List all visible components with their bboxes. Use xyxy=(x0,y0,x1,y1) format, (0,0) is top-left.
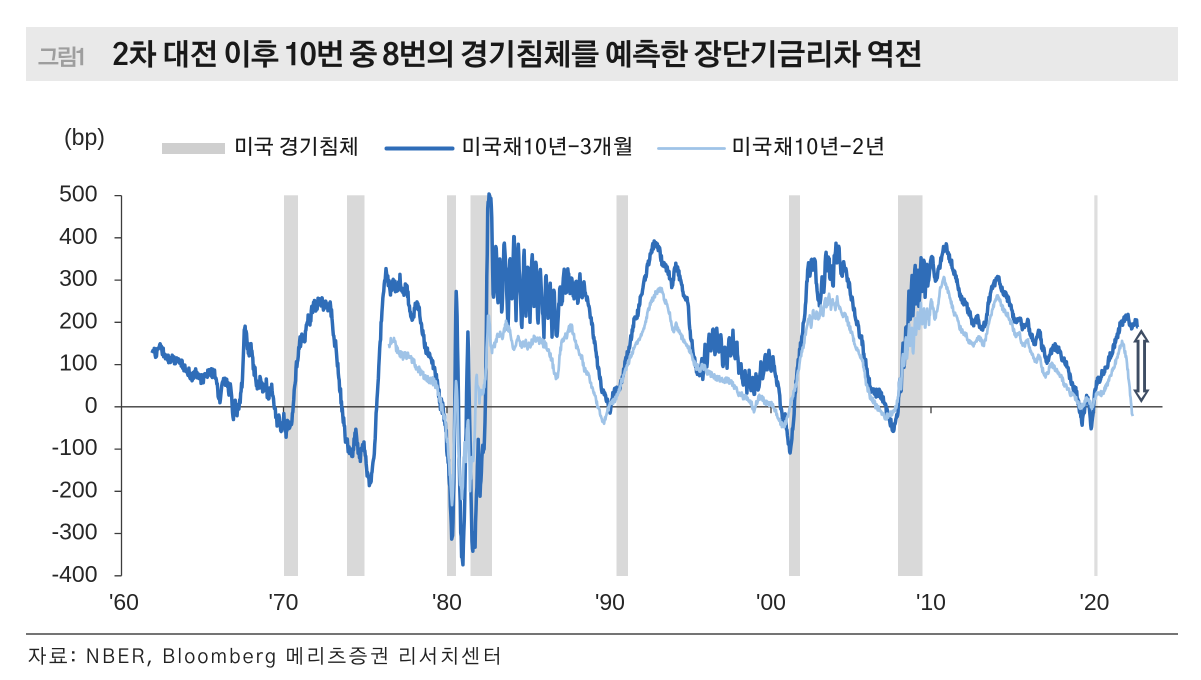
svg-text:(bp): (bp) xyxy=(64,124,105,150)
svg-text:200: 200 xyxy=(59,307,97,333)
svg-text:'80: '80 xyxy=(432,589,462,615)
svg-text:'10: '10 xyxy=(916,589,946,615)
svg-text:300: 300 xyxy=(59,265,97,291)
svg-text:400: 400 xyxy=(59,223,97,249)
svg-text:'60: '60 xyxy=(109,589,139,615)
svg-text:'00: '00 xyxy=(756,589,786,615)
svg-text:-100: -100 xyxy=(51,434,97,460)
svg-text:100: 100 xyxy=(59,350,97,376)
svg-text:'90: '90 xyxy=(595,589,625,615)
svg-text:-400: -400 xyxy=(51,561,97,587)
svg-text:0: 0 xyxy=(85,392,98,418)
svg-text:-300: -300 xyxy=(51,519,97,545)
svg-text:'70: '70 xyxy=(269,589,299,615)
svg-text:500: 500 xyxy=(59,181,97,207)
svg-text:'20: '20 xyxy=(1080,589,1110,615)
svg-text:-200: -200 xyxy=(51,476,97,502)
